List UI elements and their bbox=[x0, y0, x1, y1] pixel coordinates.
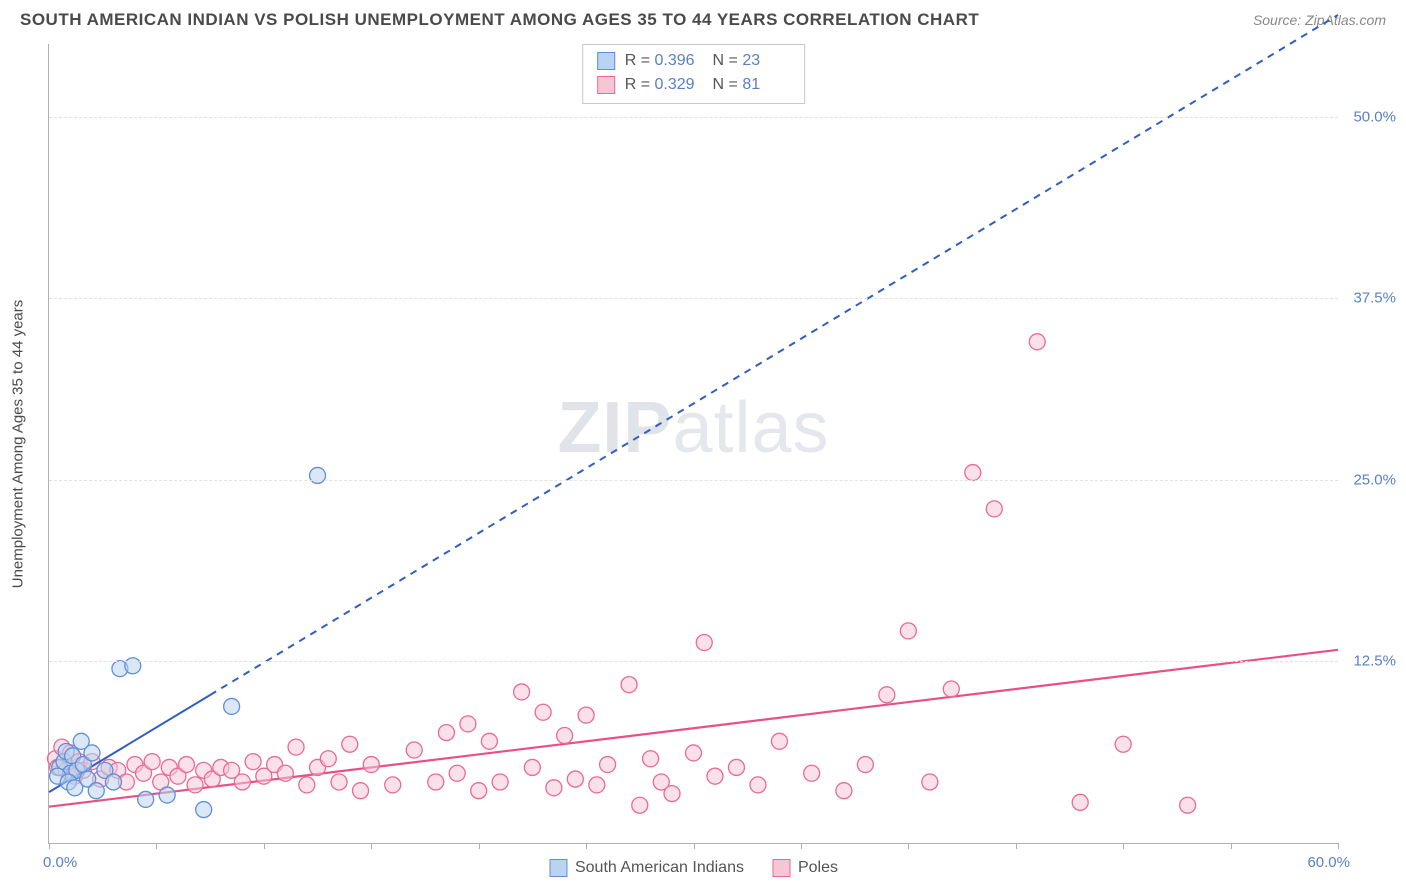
grid-line bbox=[49, 117, 1338, 118]
source-prefix: Source: bbox=[1253, 12, 1305, 28]
x-tick bbox=[586, 843, 587, 849]
x-tick bbox=[156, 843, 157, 849]
grid-line bbox=[49, 480, 1338, 481]
plot-area: ZIPatlas R = 0.396 N = 23 R = 0.329 N = … bbox=[48, 44, 1338, 844]
r-value-poles: 0.329 bbox=[655, 73, 703, 97]
x-tick bbox=[479, 843, 480, 849]
chart-svg bbox=[49, 44, 1338, 843]
stats-box: R = 0.396 N = 23 R = 0.329 N = 81 bbox=[582, 44, 806, 104]
swatch-poles bbox=[597, 76, 615, 94]
x-tick-max: 60.0% bbox=[1307, 854, 1350, 871]
x-tick bbox=[1338, 843, 1339, 849]
stats-row-sai: R = 0.396 N = 23 bbox=[597, 49, 791, 73]
bottom-legend: South American Indians Poles bbox=[549, 859, 838, 877]
n-value-poles: 81 bbox=[742, 73, 790, 97]
grid-line bbox=[49, 661, 1338, 662]
y-tick-label: 12.5% bbox=[1353, 653, 1396, 670]
x-tick bbox=[908, 843, 909, 849]
chart-source: Source: ZipAtlas.com bbox=[1253, 12, 1386, 28]
y-tick-label: 25.0% bbox=[1353, 471, 1396, 488]
r-label: R bbox=[625, 52, 637, 69]
legend-swatch-sai bbox=[549, 859, 567, 877]
x-tick bbox=[694, 843, 695, 849]
chart-title: SOUTH AMERICAN INDIAN VS POLISH UNEMPLOY… bbox=[20, 10, 979, 30]
x-tick bbox=[801, 843, 802, 849]
source-name: ZipAtlas.com bbox=[1305, 12, 1386, 28]
n-value-sai: 23 bbox=[742, 49, 790, 73]
legend-item-poles: Poles bbox=[772, 859, 838, 877]
y-axis-label: Unemployment Among Ages 35 to 44 years bbox=[10, 300, 27, 589]
n-label: N bbox=[713, 52, 725, 69]
x-tick bbox=[1231, 843, 1232, 849]
swatch-sai bbox=[597, 52, 615, 70]
y-tick-label: 37.5% bbox=[1353, 290, 1396, 307]
stats-row-poles: R = 0.329 N = 81 bbox=[597, 73, 791, 97]
grid-line bbox=[49, 298, 1338, 299]
x-tick-min: 0.0% bbox=[43, 854, 77, 871]
legend-item-sai: South American Indians bbox=[549, 859, 744, 877]
x-tick bbox=[1016, 843, 1017, 849]
x-tick bbox=[49, 843, 50, 849]
legend-label-sai: South American Indians bbox=[575, 859, 744, 877]
legend-swatch-poles bbox=[772, 859, 790, 877]
y-tick-label: 50.0% bbox=[1353, 108, 1396, 125]
x-tick bbox=[1123, 843, 1124, 849]
x-tick bbox=[371, 843, 372, 849]
r-value-sai: 0.396 bbox=[655, 49, 703, 73]
legend-label-poles: Poles bbox=[798, 859, 838, 877]
x-tick bbox=[264, 843, 265, 849]
chart-header: SOUTH AMERICAN INDIAN VS POLISH UNEMPLOY… bbox=[0, 0, 1406, 36]
chart-area: Unemployment Among Ages 35 to 44 years Z… bbox=[48, 44, 1338, 844]
